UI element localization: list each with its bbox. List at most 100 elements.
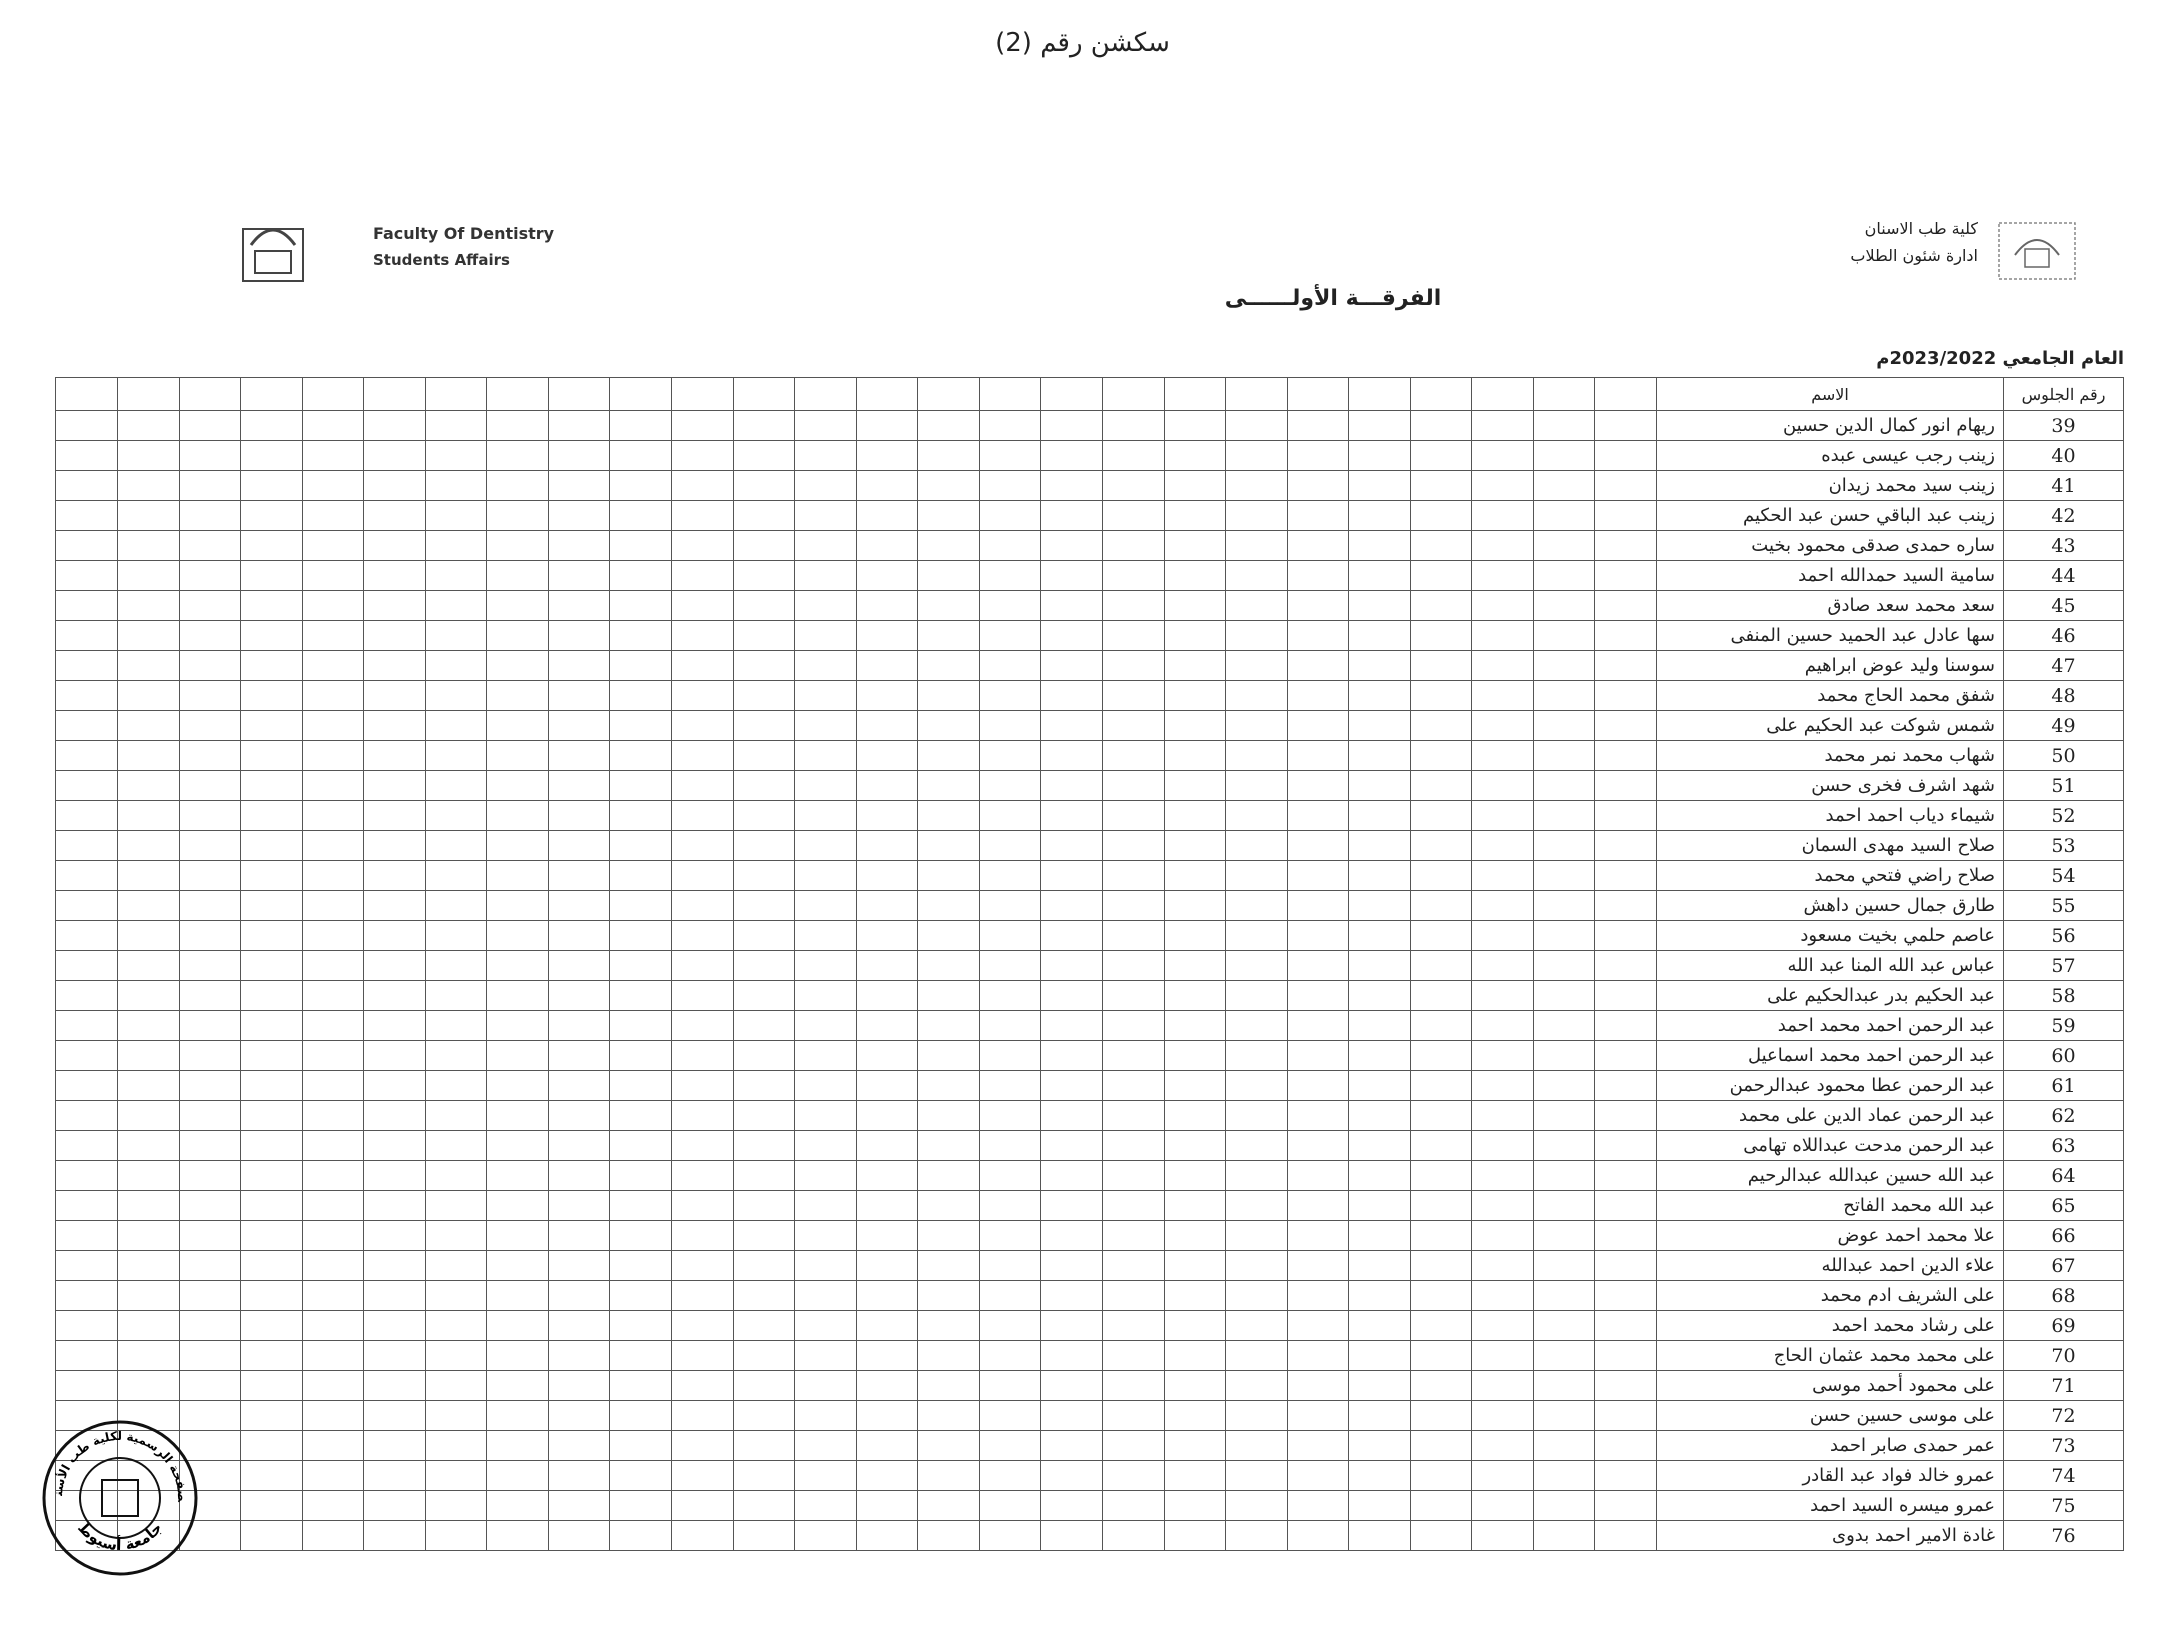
- empty-cell: [55, 560, 118, 591]
- name: علاء الدين احمد عبدالله: [1656, 1250, 2004, 1281]
- empty-cell: [424, 650, 488, 681]
- empty-cell: [547, 1460, 611, 1491]
- empty-cell: [1532, 980, 1596, 1011]
- empty-cell: [978, 1250, 1042, 1281]
- empty-cell: [855, 1130, 919, 1161]
- empty-cell: [732, 770, 796, 801]
- empty-cell: [1101, 1430, 1165, 1461]
- empty-cell: [486, 980, 549, 1011]
- empty-cell: [732, 1100, 796, 1131]
- empty-cell: [978, 440, 1042, 471]
- empty-cell: [1225, 1190, 1288, 1221]
- name: عبد الرحمن عماد الدين على محمد: [1656, 1100, 2004, 1131]
- empty-cell: [1286, 530, 1350, 561]
- empty-cell: [178, 920, 242, 951]
- empty-cell: [732, 1070, 796, 1101]
- seat: رقم الجلوس: [2003, 377, 2124, 411]
- empty-cell: [1409, 650, 1473, 681]
- empty-cell: [1409, 1280, 1473, 1311]
- empty-cell: [1532, 1340, 1596, 1371]
- empty-cell: [178, 1340, 242, 1371]
- empty-cell: [1040, 1520, 1103, 1551]
- empty-cell: [486, 440, 549, 471]
- empty-cell: [486, 1520, 549, 1551]
- seat: 54: [2003, 860, 2124, 891]
- empty-cell: [1163, 1070, 1227, 1101]
- empty-cell: [240, 1340, 303, 1371]
- empty-cell: [609, 410, 672, 441]
- empty-cell: [671, 1160, 734, 1191]
- empty-cell: [1163, 1460, 1227, 1491]
- empty-cell: [1163, 710, 1227, 741]
- empty-cell: [301, 770, 365, 801]
- empty-cell: [978, 920, 1042, 951]
- empty-cell: [547, 830, 611, 861]
- name: ساره حمدى صدقى محمود بخيت: [1656, 530, 2004, 561]
- empty-cell: [732, 1010, 796, 1041]
- empty-cell: [1286, 950, 1350, 981]
- name: سامية السيد حمدالله احمد: [1656, 560, 2004, 591]
- name: عمرو خالد فواد عبد القادر: [1656, 1460, 2004, 1491]
- empty-cell: [1040, 590, 1103, 621]
- empty-cell: [1409, 1460, 1473, 1491]
- empty-cell: [1471, 650, 1534, 681]
- empty-cell: [794, 650, 857, 681]
- seat: 52: [2003, 800, 2124, 831]
- empty-cell: [917, 1220, 980, 1251]
- empty-cell: [1286, 860, 1350, 891]
- empty-cell: [301, 500, 365, 531]
- empty-cell: [671, 500, 734, 531]
- empty-cell: [917, 1400, 980, 1431]
- empty-cell: [855, 1340, 919, 1371]
- student-row: 65 عبد الله محمد الفاتح: [55, 1190, 2124, 1221]
- empty-cell: [1409, 620, 1473, 651]
- name: شهاب محمد نمر محمد: [1656, 740, 2004, 771]
- empty-cell: [486, 1430, 549, 1461]
- empty-cell: [240, 410, 303, 441]
- empty-cell: [1101, 950, 1165, 981]
- empty-cell: [794, 740, 857, 771]
- empty-cell: [424, 440, 488, 471]
- empty-cell: [1040, 1160, 1103, 1191]
- empty-cell: [1471, 1100, 1534, 1131]
- empty-cell: [178, 1010, 242, 1041]
- empty-cell: [917, 1280, 980, 1311]
- seat: 62: [2003, 1100, 2124, 1131]
- empty-cell: [794, 530, 857, 561]
- empty-cell: [424, 1040, 488, 1071]
- empty-cell: [547, 1190, 611, 1221]
- empty-cell: [240, 1190, 303, 1221]
- name: سوسنا وليد عوض ابراهيم: [1656, 650, 2004, 681]
- empty-cell: [978, 377, 1042, 411]
- empty-cell: [1163, 1220, 1227, 1251]
- empty-cell: [424, 377, 488, 411]
- empty-cell: [1286, 560, 1350, 591]
- empty-cell: [116, 470, 180, 501]
- empty-cell: [363, 710, 426, 741]
- name: على محمد محمد عثمان الحاج: [1656, 1340, 2004, 1371]
- empty-cell: [1471, 470, 1534, 501]
- name: عبد الله حسين عبدالله عبدالرحيم: [1656, 1160, 2004, 1191]
- empty-cell: [855, 1100, 919, 1131]
- empty-cell: [1348, 1520, 1411, 1551]
- empty-cell: [1286, 1340, 1350, 1371]
- empty-cell: [178, 650, 242, 681]
- empty-cell: [1225, 1250, 1288, 1281]
- empty-cell: [1471, 1040, 1534, 1071]
- empty-cell: [363, 560, 426, 591]
- empty-cell: [671, 377, 734, 411]
- empty-cell: [917, 890, 980, 921]
- empty-cell: [1532, 1190, 1596, 1221]
- empty-cell: [1471, 920, 1534, 951]
- empty-cell: [547, 890, 611, 921]
- empty-cell: [1163, 1430, 1227, 1461]
- empty-cell: [1101, 890, 1165, 921]
- empty-cell: [1286, 680, 1350, 711]
- empty-cell: [1348, 980, 1411, 1011]
- empty-cell: [1594, 500, 1657, 531]
- empty-cell: [978, 1460, 1042, 1491]
- empty-cell: [55, 800, 118, 831]
- empty-cell: [547, 1160, 611, 1191]
- empty-cell: [1532, 710, 1596, 741]
- empty-cell: [917, 740, 980, 771]
